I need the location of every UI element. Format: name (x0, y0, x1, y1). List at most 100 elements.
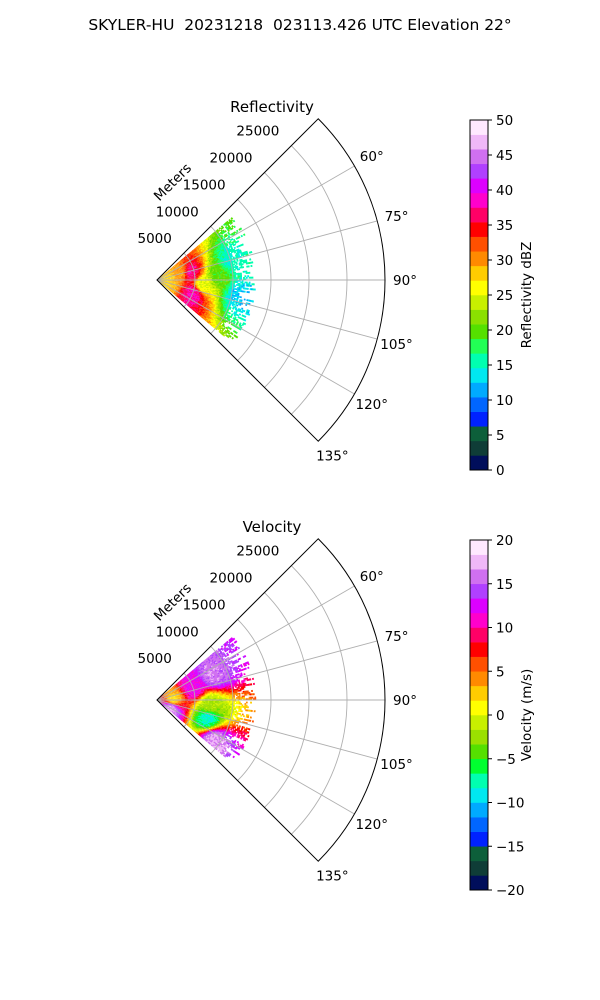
radar-gate (227, 283, 230, 286)
radar-gate (184, 273, 187, 275)
radar-gate (216, 276, 219, 279)
radar-gate (241, 263, 244, 266)
radar-gate (232, 270, 235, 273)
reflectivity-title: Reflectivity (230, 98, 314, 116)
radar-gate (177, 274, 180, 276)
radar-gate (228, 277, 231, 279)
radar-gate (224, 276, 227, 278)
radar-gate (229, 240, 232, 243)
radar-gate (233, 281, 235, 283)
radar-gate (216, 281, 219, 283)
radar-gate (213, 283, 216, 286)
colorbar-segment (470, 440, 488, 456)
radar-gate (163, 282, 166, 284)
radar-gate (250, 251, 253, 254)
radar-gate (221, 235, 224, 238)
radar-gate (187, 286, 190, 288)
radar-gate (226, 277, 228, 279)
radar-gate (173, 278, 176, 279)
radar-gate (235, 261, 238, 264)
radar-gate (169, 281, 172, 282)
radar-gate (190, 275, 193, 277)
radar-gate (192, 278, 195, 279)
radar-gate (188, 280, 190, 282)
radar-gate (159, 281, 162, 282)
radar-gate (204, 277, 207, 279)
radar-gate (217, 283, 220, 285)
radar-gate (241, 307, 244, 310)
radar-gate (175, 273, 178, 274)
radar-gate (170, 277, 173, 278)
radar-gate (221, 281, 224, 283)
radar-gate (243, 309, 246, 313)
radar-gate (252, 283, 255, 286)
radar-gate (228, 312, 231, 315)
radar-gate (219, 276, 221, 278)
colorbar-segment (470, 309, 488, 325)
radar-gate (213, 273, 216, 276)
radar-gate (216, 274, 218, 276)
radar-gate (248, 281, 251, 284)
radar-gate (240, 272, 242, 275)
radar-gate (219, 281, 221, 283)
radar-gate (236, 314, 240, 317)
radar-gate (163, 281, 166, 282)
radar-gate (209, 278, 211, 280)
velocity-data (157, 637, 257, 759)
radar-gate (220, 282, 223, 284)
radar-gate (173, 281, 176, 283)
radar-gate (183, 279, 186, 280)
radar-gate (241, 281, 244, 284)
radar-gate (163, 278, 166, 279)
radar-gate (183, 286, 185, 287)
radar-gate (200, 280, 203, 282)
radar-gate (218, 227, 222, 230)
radar-gate (217, 284, 220, 286)
radar-gate (251, 300, 254, 303)
radar-gate (171, 281, 173, 282)
radar-gate (162, 277, 164, 279)
radar-gate (236, 265, 239, 268)
radar-gate (186, 277, 189, 279)
radar-gate (163, 276, 166, 278)
radar-gate (175, 282, 177, 283)
radar-gate (207, 282, 210, 284)
radar-gate (192, 278, 195, 280)
radar-gate (210, 275, 213, 277)
radar-gate (231, 238, 234, 241)
radar-gate (245, 283, 248, 285)
radar-gate (165, 271, 168, 273)
radar-gate (167, 284, 170, 285)
radar-gate (173, 274, 175, 276)
radar-gate (172, 278, 175, 279)
radar-gate (207, 275, 210, 277)
radar-gate (203, 284, 206, 286)
radar-gate (174, 286, 177, 287)
radar-gate (210, 284, 213, 286)
radar-gate (183, 283, 186, 285)
radar-gate (214, 282, 217, 284)
radar-gate (185, 286, 188, 288)
radar-gate (188, 281, 190, 282)
radar-gate (217, 273, 220, 275)
radar-gate (185, 280, 187, 282)
radar-gate (164, 283, 167, 285)
radar-gate (176, 282, 179, 284)
radar-gate (230, 255, 233, 258)
radar-gate (168, 285, 170, 287)
radar-gate (183, 273, 185, 274)
radar-gate (163, 276, 165, 277)
radar-gate (218, 283, 221, 285)
radar-gate (200, 277, 203, 279)
radar-gate (197, 281, 200, 283)
radar-gate (162, 282, 164, 284)
radar-gate (237, 275, 240, 278)
radar-gate (224, 282, 227, 284)
radar-gate (202, 281, 204, 283)
radar-gate (176, 288, 178, 291)
radar-gate (237, 287, 239, 289)
radar-gate (232, 263, 235, 266)
radar-gate (231, 304, 234, 307)
radar-gate (195, 280, 197, 282)
